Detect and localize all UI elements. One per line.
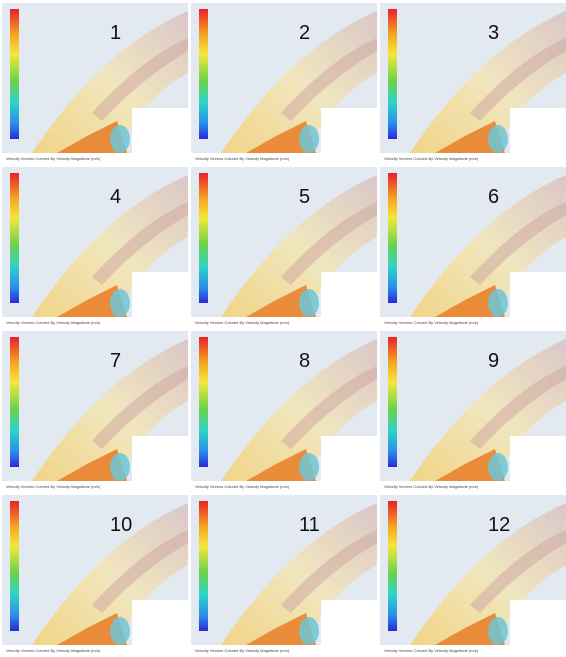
- solid-block: [321, 600, 377, 645]
- panel-number: 12: [488, 514, 510, 536]
- panel-number: 10: [110, 514, 132, 536]
- panel: 7 Velocity Vectors Colored By Velocity Ma…: [2, 331, 188, 489]
- panel: 2 Velocity Vectors Colored By Velocity Ma…: [191, 3, 377, 161]
- colorbar: [388, 173, 397, 303]
- panel-number: 8: [299, 350, 310, 372]
- solid-block: [510, 600, 566, 645]
- colorbar: [199, 9, 208, 139]
- panel-caption: Velocity Vectors Colored By Velocity Mag…: [195, 156, 290, 161]
- panel-caption: Velocity Vectors Colored By Velocity Mag…: [195, 484, 290, 489]
- colorbar: [388, 501, 397, 631]
- vortex: [488, 453, 508, 481]
- solid-block: [321, 108, 377, 153]
- colorbar: [10, 501, 19, 631]
- vortex: [299, 289, 319, 317]
- solid-block: [132, 436, 188, 481]
- colorbar: [199, 501, 208, 631]
- panel: 9 Velocity Vectors Colored By Velocity Ma…: [380, 331, 566, 489]
- panel: 6 Velocity Vectors Colored By Velocity Ma…: [380, 167, 566, 325]
- panel: 10 Velocity Vectors Colored By Velocity M…: [2, 495, 188, 653]
- panel-number: 4: [110, 186, 121, 208]
- panel-number: 6: [488, 186, 499, 208]
- panel-number: 9: [488, 350, 499, 372]
- vortex: [299, 125, 319, 153]
- panel-number: 5: [299, 186, 310, 208]
- vortex: [488, 125, 508, 153]
- panel-number: 2: [299, 22, 310, 44]
- panel: 11 Velocity Vectors Colored By Velocity M…: [191, 495, 377, 653]
- colorbar: [10, 9, 19, 139]
- solid-block: [510, 272, 566, 317]
- panel: 12 Velocity Vectors Colored By Velocity M…: [380, 495, 566, 653]
- vortex: [110, 125, 130, 153]
- panel: 5 Velocity Vectors Colored By Velocity Ma…: [191, 167, 377, 325]
- solid-block: [510, 108, 566, 153]
- panel-caption: Velocity Vectors Colored By Velocity Mag…: [6, 320, 101, 325]
- panel-caption: Velocity Vectors Colored By Velocity Mag…: [384, 648, 479, 653]
- panel-caption: Velocity Vectors Colored By Velocity Mag…: [195, 320, 290, 325]
- vortex: [299, 453, 319, 481]
- panel-caption: Velocity Vectors Colored By Velocity Mag…: [384, 156, 479, 161]
- panel: 3 Velocity Vectors Colored By Velocity Ma…: [380, 3, 566, 161]
- solid-block: [321, 436, 377, 481]
- panel-number: 11: [299, 514, 320, 536]
- colorbar: [10, 173, 19, 303]
- vortex: [110, 617, 130, 645]
- panel-caption: Velocity Vectors Colored By Velocity Mag…: [195, 648, 290, 653]
- panel: 8 Velocity Vectors Colored By Velocity Ma…: [191, 331, 377, 489]
- vortex: [110, 453, 130, 481]
- solid-block: [132, 600, 188, 645]
- panel-number: 3: [488, 22, 499, 44]
- solid-block: [510, 436, 566, 481]
- panel: 4 Velocity Vectors Colored By Velocity Ma…: [2, 167, 188, 325]
- panel-caption: Velocity Vectors Colored By Velocity Mag…: [6, 484, 101, 489]
- solid-block: [132, 272, 188, 317]
- panel-caption: Velocity Vectors Colored By Velocity Mag…: [6, 156, 101, 161]
- panel-number: 1: [110, 22, 121, 44]
- colorbar: [10, 337, 19, 467]
- solid-block: [321, 272, 377, 317]
- vortex: [488, 617, 508, 645]
- vortex: [299, 617, 319, 645]
- colorbar: [199, 337, 208, 467]
- solid-block: [132, 108, 188, 153]
- panel-caption: Velocity Vectors Colored By Velocity Mag…: [384, 320, 479, 325]
- panel-caption: Velocity Vectors Colored By Velocity Mag…: [384, 484, 479, 489]
- panel: 1 Velocity Vectors Colored By Velocity Ma…: [2, 3, 188, 161]
- panel-caption: Velocity Vectors Colored By Velocity Mag…: [6, 648, 101, 653]
- vortex: [488, 289, 508, 317]
- figure: 1 Velocity Vectors Colored By Velocity Ma…: [0, 0, 566, 657]
- colorbar: [388, 337, 397, 467]
- colorbar: [199, 173, 208, 303]
- colorbar: [388, 9, 397, 139]
- panel-number: 7: [110, 350, 121, 372]
- vortex: [110, 289, 130, 317]
